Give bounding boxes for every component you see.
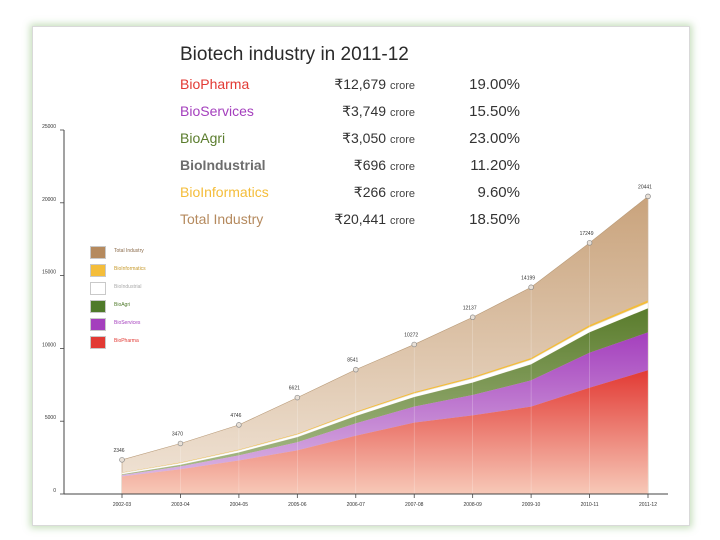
legend-item-biopharma: BioPharma — [90, 334, 170, 352]
segment-growth: 9.60% — [477, 184, 520, 201]
legend-item-total-industry: Total Industry — [90, 244, 170, 262]
data-point — [294, 394, 301, 401]
y-tick-label: 20000 — [42, 197, 56, 203]
data-label: 8541 — [347, 358, 358, 364]
y-tick-label: 25000 — [42, 124, 56, 130]
segment-name: Total Industry — [180, 211, 264, 227]
legend-swatch — [90, 336, 106, 349]
area-biopharma — [122, 370, 648, 494]
data-point — [469, 314, 476, 321]
segment-name: BioAgri — [180, 130, 226, 146]
x-tick-label: 2002-03 — [113, 502, 132, 508]
legend-label: Total Industry — [114, 248, 144, 254]
x-tick-label: 2005-06 — [288, 502, 307, 508]
x-tick-label: 2008-09 — [463, 502, 482, 508]
data-label: 10272 — [404, 332, 418, 338]
legend-swatch — [90, 264, 106, 277]
x-tick-label: 2007-08 — [405, 502, 424, 508]
x-tick-label: 2009-10 — [522, 502, 541, 508]
chart-title: Biotech industry in 2011-12 — [180, 44, 409, 65]
legend-label: BioPharma — [114, 338, 139, 344]
data-point — [586, 240, 593, 246]
data-point — [177, 440, 184, 447]
data-point — [411, 341, 417, 348]
legend-label: BioIndustrial — [114, 284, 142, 290]
y-tick-label: 0 — [53, 488, 56, 494]
data-label: 17249 — [580, 231, 594, 237]
legend-label: BioInformatics — [114, 266, 146, 272]
segment-name: BioIndustrial — [180, 157, 266, 173]
x-tick-label: 2003-04 — [171, 502, 190, 508]
segment-growth: 23.00% — [469, 130, 520, 147]
x-tick-label: 2010-11 — [581, 502, 599, 508]
data-label: 20441 — [638, 184, 652, 190]
y-tick-label: 10000 — [42, 342, 56, 348]
segment-growth: 15.50% — [469, 103, 520, 120]
data-label: 4746 — [230, 413, 241, 419]
segment-name: BioPharma — [180, 76, 250, 92]
data-label: 14199 — [521, 275, 535, 281]
legend-swatch — [90, 318, 106, 331]
summary-row-biopharma: BioPharma ₹12,679 crore 19.00% — [180, 76, 540, 98]
legend-item-bioindustrial: BioIndustrial — [90, 280, 170, 298]
segment-growth: 18.50% — [469, 211, 520, 228]
data-label: 2346 — [113, 448, 124, 454]
data-point — [645, 193, 651, 200]
legend-swatch — [90, 282, 106, 295]
legend-item-bioinformatics: BioInformatics — [90, 262, 170, 280]
x-tick-label: 2004-05 — [230, 502, 249, 508]
segment-amount: ₹696 crore — [353, 157, 415, 173]
x-tick-label: 2011-12 — [639, 502, 657, 508]
summary-row-bioinformatics: BioInformatics ₹266 crore 9.60% — [180, 184, 540, 206]
legend-swatch — [90, 246, 106, 259]
data-point — [236, 422, 242, 428]
segment-amount: ₹3,050 crore — [342, 130, 415, 146]
segment-amount: ₹20,441 crore — [334, 211, 415, 227]
summary-row-total-industry: Total Industry ₹20,441 crore 18.50% — [180, 211, 540, 233]
legend-item-bioservices: BioServices — [90, 316, 170, 334]
y-tick-label: 15000 — [42, 270, 56, 276]
summary-row-bioindustrial: BioIndustrial ₹696 crore 11.20% — [180, 157, 540, 179]
legend-swatch — [90, 300, 106, 313]
data-point — [528, 284, 534, 291]
data-point — [353, 366, 359, 373]
segment-growth: 19.00% — [469, 76, 520, 93]
summary-row-bioagri: BioAgri ₹3,050 crore 23.00% — [180, 130, 540, 152]
legend-label: BioServices — [114, 320, 141, 326]
data-point — [119, 457, 125, 463]
x-tick-label: 2006-07 — [347, 502, 366, 508]
data-label: 3470 — [172, 431, 183, 437]
data-label: 6621 — [289, 386, 300, 392]
segment-name: BioInformatics — [180, 184, 269, 200]
chart-legend: Total Industry BioInformatics BioIndustr… — [90, 244, 170, 352]
y-tick-label: 5000 — [45, 415, 56, 421]
legend-label: BioAgri — [114, 302, 131, 308]
legend-item-bioagri: BioAgri — [90, 298, 170, 316]
segment-amount: ₹266 crore — [353, 184, 415, 200]
segment-name: BioServices — [180, 103, 254, 119]
segment-growth: 11.20% — [470, 157, 520, 174]
segment-amount: ₹12,679 crore — [334, 76, 415, 92]
summary-row-bioservices: BioServices ₹3,749 crore 15.50% — [180, 103, 540, 125]
segment-amount: ₹3,749 crore — [342, 103, 415, 119]
data-label: 12137 — [463, 305, 477, 311]
